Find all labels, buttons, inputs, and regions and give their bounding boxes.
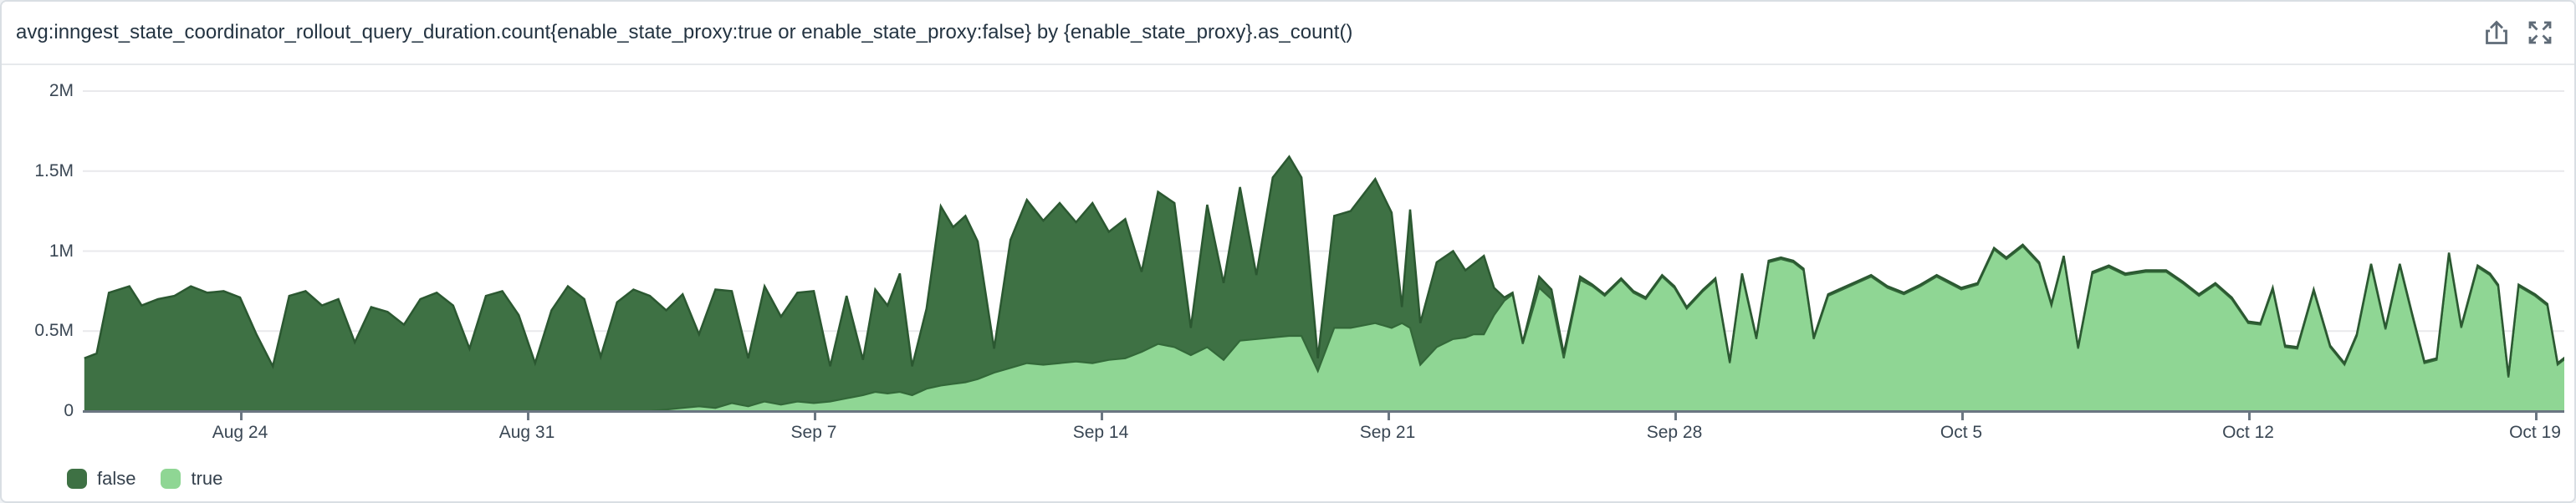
- widget-actions: [2482, 18, 2554, 47]
- series-true-area: [84, 246, 2564, 411]
- x-axis-tick: [1101, 412, 1103, 420]
- x-axis-tick: [2248, 412, 2251, 420]
- fullscreen-button[interactable]: [2526, 18, 2554, 47]
- legend-swatch-false: [67, 469, 87, 489]
- x-axis-label: Sep 7: [790, 423, 837, 442]
- y-axis-label: 0.5M: [34, 321, 74, 341]
- legend-item-true[interactable]: true: [161, 468, 222, 490]
- x-axis-tick: [1388, 412, 1390, 420]
- x-axis-label: Aug 24: [212, 423, 268, 442]
- x-axis-tick: [1961, 412, 1964, 420]
- export-icon: [2482, 18, 2511, 47]
- x-axis-line: [83, 410, 2564, 413]
- legend-item-false[interactable]: false: [67, 468, 135, 490]
- x-axis-tick: [814, 412, 816, 420]
- stacked-area-plot[interactable]: [83, 81, 2564, 411]
- x-axis-label: Aug 31: [498, 423, 555, 442]
- series-false-line: [84, 155, 2564, 377]
- x-axis-tick: [2535, 412, 2538, 420]
- x-axis-tick: [527, 412, 529, 420]
- export-button[interactable]: [2482, 18, 2511, 47]
- series-false-area: [84, 156, 2564, 411]
- x-axis-tick: [1674, 412, 1677, 420]
- x-axis-label: Oct 12: [2222, 423, 2274, 442]
- x-axis-label: Sep 14: [1072, 423, 1129, 442]
- metric-query-title: avg:inngest_state_coordinator_rollout_qu…: [16, 21, 1353, 43]
- widget-header: avg:inngest_state_coordinator_rollout_qu…: [2, 2, 2574, 65]
- legend-label-true: true: [191, 468, 223, 489]
- x-axis-label: Sep 28: [1646, 423, 1703, 442]
- y-axis-label: 0: [64, 401, 74, 420]
- y-axis-label: 1M: [49, 241, 74, 261]
- chart-area: 0 0.5M 1M 1.5M 2M Aug 24 Aug 31 Sep 7 Sep 14 Sep…: [2, 64, 2574, 501]
- legend: false true: [67, 468, 222, 490]
- y-axis-label: 1.5M: [34, 160, 74, 180]
- x-axis-tick: [240, 412, 243, 420]
- legend-label-false: false: [97, 468, 136, 489]
- x-axis-label: Oct 5: [1940, 423, 1983, 442]
- series-true-line: [84, 245, 2564, 411]
- legend-swatch-true: [161, 469, 181, 489]
- x-axis-label: Oct 19: [2509, 423, 2561, 442]
- y-axis-label: 2M: [49, 81, 74, 100]
- fullscreen-icon: [2526, 18, 2554, 47]
- x-axis-label: Sep 21: [1359, 423, 1416, 442]
